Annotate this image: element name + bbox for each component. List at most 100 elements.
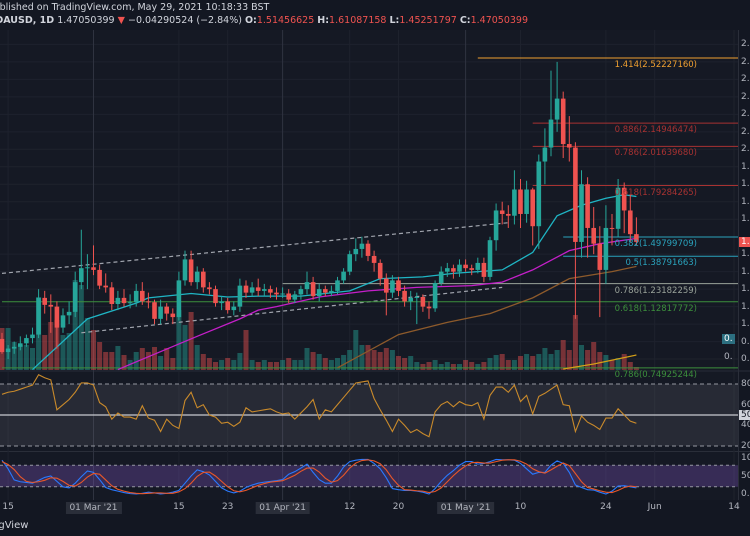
candle <box>585 177 590 258</box>
candle-body <box>634 234 639 242</box>
candle <box>426 301 432 319</box>
candle-body <box>390 280 395 293</box>
candle <box>225 297 230 314</box>
price-tick: 2.6 <box>741 39 750 50</box>
candle <box>182 250 188 286</box>
candle-body <box>609 227 615 229</box>
candle-body <box>493 210 499 241</box>
chart-header: Published on TradingView.com, May 29, 20… <box>0 0 750 30</box>
candle <box>560 91 566 159</box>
volume-bar <box>572 315 578 370</box>
volume-bar <box>280 360 286 370</box>
volume-bar <box>115 346 121 370</box>
candle <box>487 236 493 281</box>
candle <box>542 128 548 185</box>
volume-bar <box>487 358 493 370</box>
time-axis-label: 20 <box>392 502 405 512</box>
candle <box>85 254 90 290</box>
candle <box>591 206 596 255</box>
candle-body <box>554 98 560 120</box>
candle-body <box>133 290 139 303</box>
volume-bar <box>450 364 456 370</box>
candle-body <box>91 267 96 270</box>
candle <box>469 264 474 276</box>
candle-body <box>207 287 212 290</box>
candle <box>634 217 639 245</box>
candle-body <box>42 297 47 305</box>
volume-bar <box>633 367 639 370</box>
candle-body <box>286 293 291 300</box>
candle <box>164 303 169 321</box>
volume-tick: 0. <box>724 352 733 362</box>
main-pane <box>0 30 738 370</box>
volume-bar <box>353 330 359 370</box>
candle-body <box>353 248 359 255</box>
candle-body <box>567 144 572 148</box>
rsi-tick: 60 <box>741 399 750 410</box>
candle <box>79 229 84 290</box>
volume-bar <box>499 354 505 370</box>
volume-bar <box>597 352 603 370</box>
candle-body <box>451 268 456 272</box>
candle <box>609 213 615 246</box>
candle <box>335 276 340 295</box>
volume-bar <box>182 325 188 370</box>
candle <box>188 250 194 286</box>
volume-bar <box>97 342 103 370</box>
candle <box>329 285 334 297</box>
candle-body <box>79 268 84 283</box>
volume-bar <box>548 354 554 370</box>
candle-body <box>176 280 182 318</box>
candle-body <box>249 287 255 293</box>
candle-body <box>280 293 285 295</box>
volume-bar <box>188 312 194 370</box>
volume-bar <box>469 362 475 370</box>
fib-level-label: 0.618(1.79284265) <box>614 187 697 198</box>
high-value: 1.61087158 <box>329 15 387 26</box>
volume-bar <box>335 358 340 370</box>
candle-body <box>158 306 163 319</box>
volume-bar <box>426 362 432 370</box>
volume-bar <box>579 345 584 370</box>
volume-bar <box>341 355 347 370</box>
candle-body <box>54 306 60 328</box>
volume-bar <box>249 360 255 370</box>
price-tick: 0.8 <box>741 354 750 365</box>
time-axis-label: 10 <box>514 502 527 512</box>
candle-body <box>573 147 578 242</box>
stoch-tick: 100 <box>741 453 750 463</box>
volume-bar <box>164 348 170 370</box>
candle <box>72 271 78 318</box>
time-axis-label: 15 <box>173 502 185 512</box>
candle <box>133 283 139 307</box>
candle <box>432 280 438 312</box>
candle <box>201 268 206 293</box>
volume-bar <box>505 360 511 370</box>
candle-body <box>0 338 5 353</box>
candle <box>481 257 487 283</box>
candle <box>371 250 377 272</box>
volume-tag: 0. <box>722 334 735 344</box>
candle <box>402 285 407 307</box>
fib-level-label: 0.5(1.38791663) <box>625 258 697 269</box>
candle-body <box>396 280 401 291</box>
volume-bar <box>261 360 267 370</box>
candle-body <box>469 268 474 270</box>
candle-body <box>341 271 346 281</box>
candle-body <box>109 287 115 304</box>
volume-axis: 0. 0. <box>718 30 738 375</box>
fib-level-label: 0.786(1.23182259) <box>614 285 697 296</box>
price-axis[interactable]: 2.6 2.5 2.4 2.3 2.2 2.1 2.0 1.9 1.8 1.7 1.6 1.4 1.3 1… <box>739 30 750 500</box>
volume-bar <box>511 360 517 370</box>
candle <box>121 289 127 307</box>
candle <box>615 179 621 237</box>
fib-level-label: 0.382(1.49799709) <box>614 239 697 250</box>
trendline <box>1 222 509 274</box>
symbol-interval[interactable]: ADAUSD, 1D <box>0 15 55 26</box>
candle-body <box>518 189 523 214</box>
volume-ma-line <box>563 354 637 370</box>
candle <box>493 203 499 251</box>
candle <box>103 273 108 293</box>
fib-level-label: 0.786(0.74925244) <box>614 369 697 380</box>
